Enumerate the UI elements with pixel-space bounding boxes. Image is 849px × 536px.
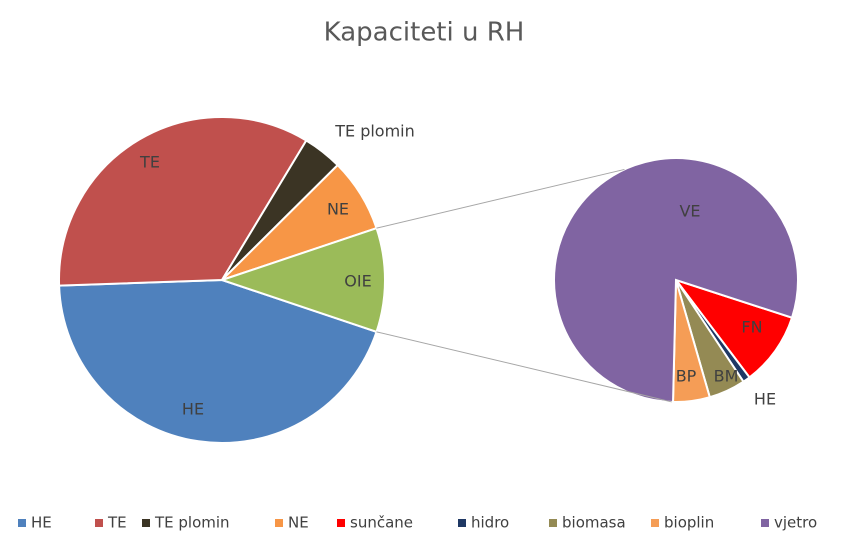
legend-swatch — [549, 519, 557, 527]
legend-label: biomasa — [562, 514, 626, 532]
legend-label: sunčane — [350, 514, 413, 532]
data-label: BP — [676, 367, 697, 386]
connector — [376, 168, 625, 229]
legend-swatch — [142, 519, 150, 527]
legend-swatch — [651, 519, 659, 527]
legend-swatch — [95, 519, 103, 527]
legend-label: HE — [31, 514, 52, 532]
legend-label: vjetro — [774, 514, 817, 532]
legend-swatch — [458, 519, 466, 527]
legend-swatch — [18, 519, 26, 527]
pie-slice — [58, 278, 378, 444]
second-pie-slice — [553, 157, 799, 403]
legend-swatch — [337, 519, 345, 527]
data-label: HE — [182, 400, 204, 419]
legend-label: TE plomin — [154, 514, 230, 532]
legend-label: bioplin — [664, 514, 714, 532]
chart-title: Kapaciteti u RH — [324, 18, 525, 48]
data-label: HE — [754, 390, 776, 409]
legend-label: TE — [107, 514, 127, 532]
data-label: FN — [741, 318, 762, 337]
legend-swatch — [275, 519, 283, 527]
data-label: BM — [714, 367, 739, 386]
pie-slice — [58, 116, 308, 287]
pie-slice-other — [218, 226, 387, 334]
legend-label: hidro — [471, 514, 509, 532]
data-label: OIE — [344, 272, 371, 291]
legend-label: NE — [288, 514, 309, 532]
data-label: TE plomin — [334, 122, 415, 141]
second-pie-slice — [673, 278, 794, 379]
connector — [376, 331, 672, 403]
data-label: VE — [679, 202, 700, 221]
legend-swatch — [761, 519, 769, 527]
data-label: NE — [327, 200, 349, 219]
data-label: TE — [139, 153, 160, 172]
